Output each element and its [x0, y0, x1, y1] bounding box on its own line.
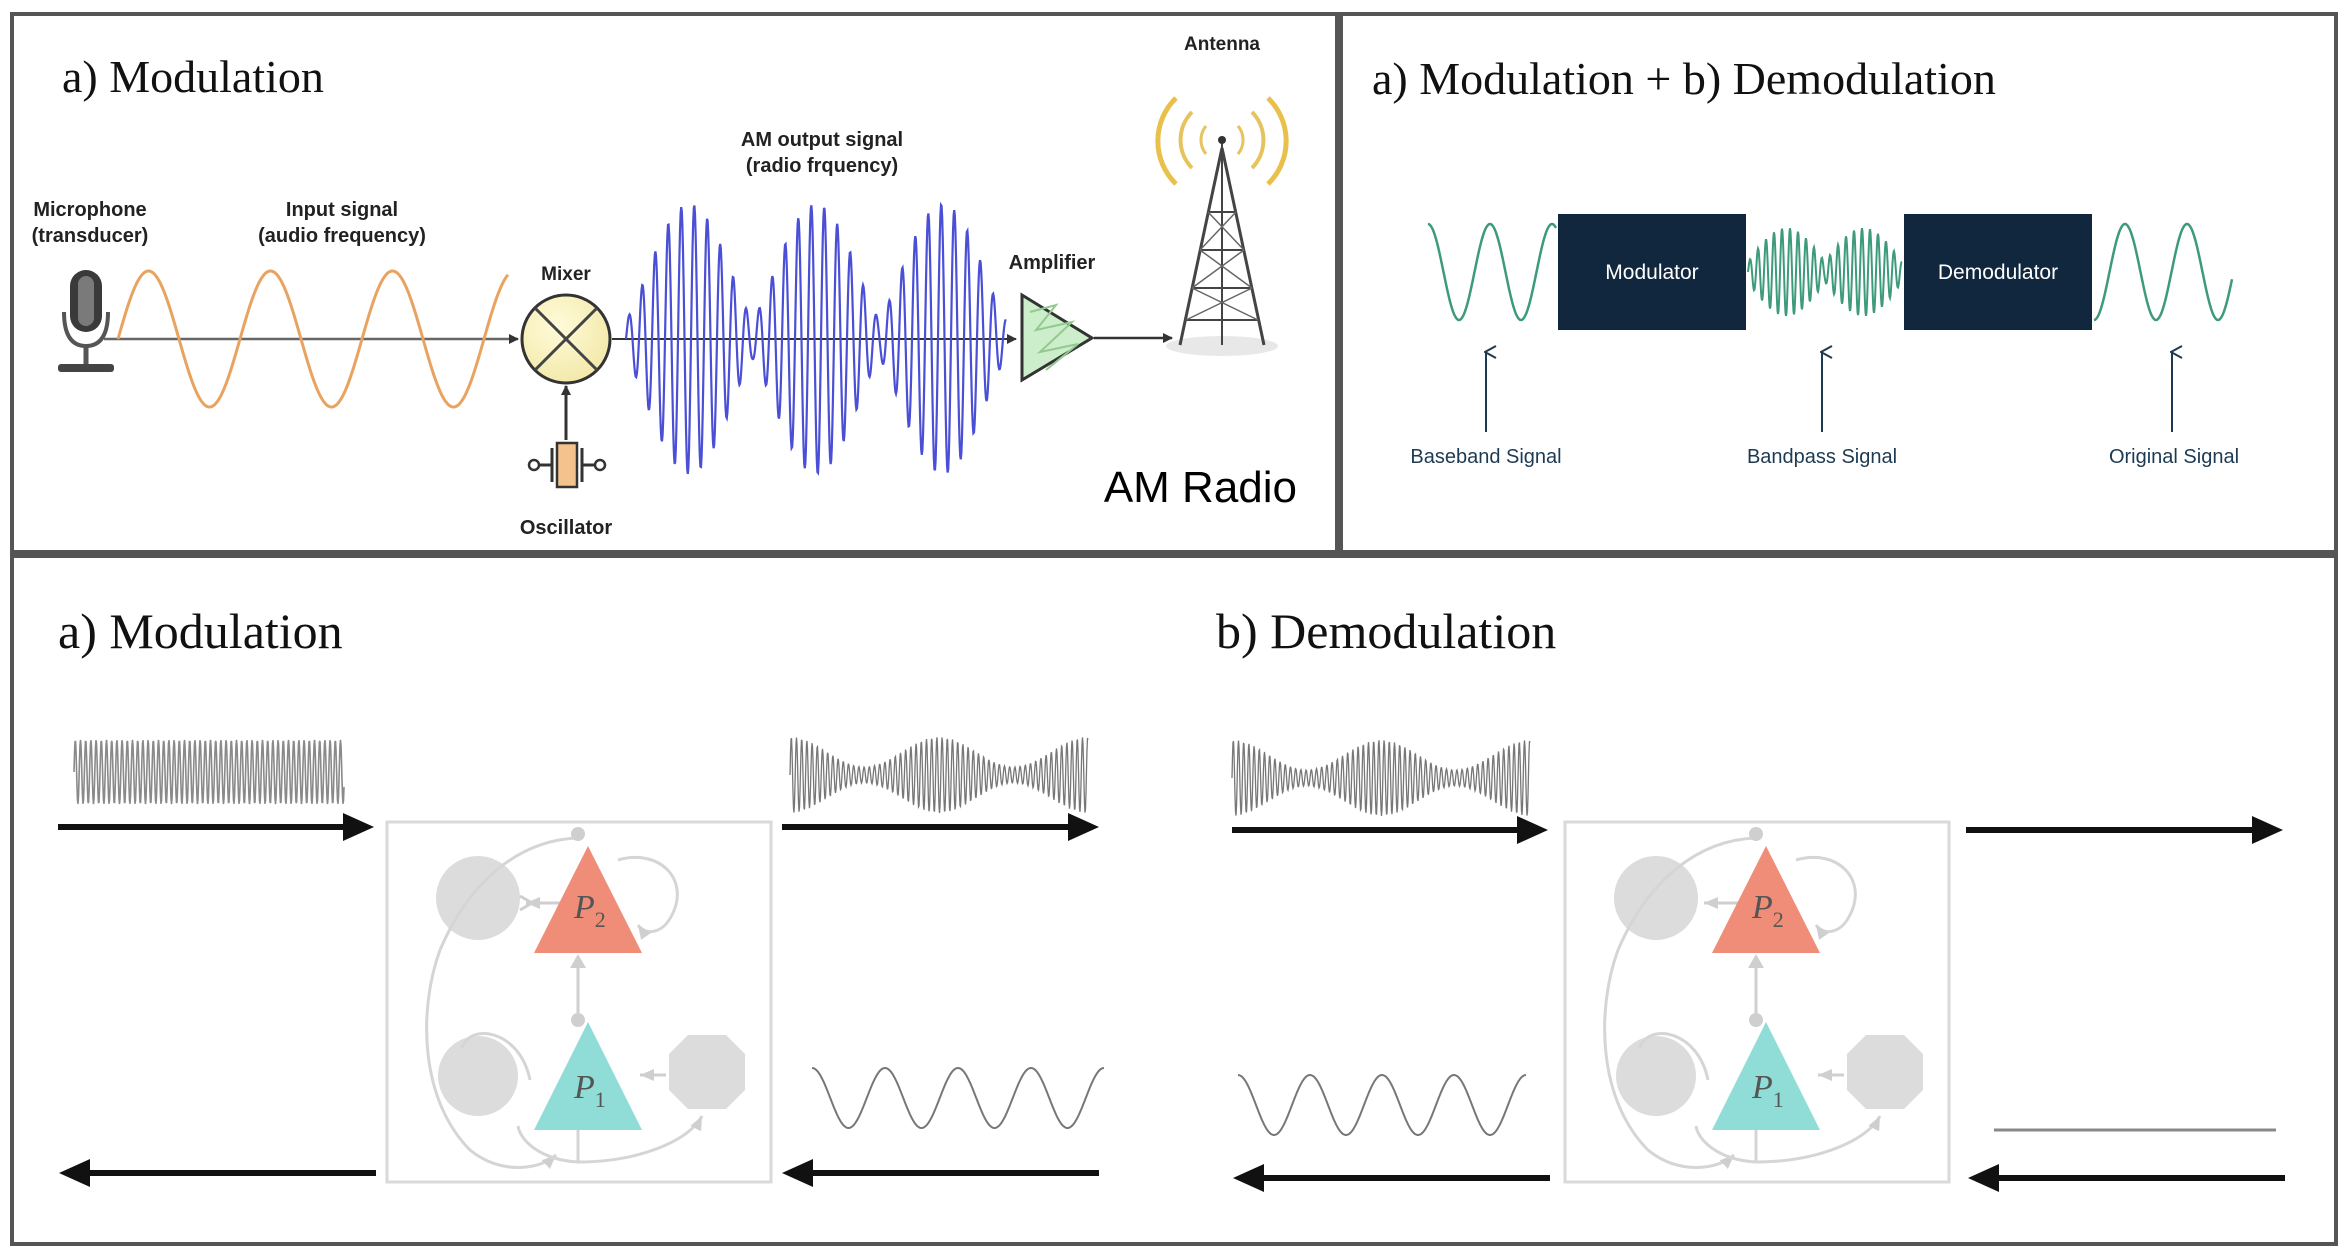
amplifier-icon — [1020, 292, 1095, 383]
mixer-icon — [520, 293, 612, 385]
circuit-left: P2 P1 — [385, 820, 773, 1184]
microphone-label: Microphone — [33, 199, 146, 221]
am-output-label: AM output signal — [741, 129, 903, 151]
arrow-left-bottom-in — [782, 1159, 1099, 1187]
panel-top-left-frame — [10, 12, 1339, 554]
panel-top-right-frame — [1339, 12, 2338, 554]
circuit-right-p1-label: P1 — [1751, 1069, 1784, 1112]
message-wave-output — [1237, 1073, 1527, 1137]
circuit-right-p2-triangle — [1712, 846, 1820, 953]
bandpass-label: Bandpass Signal — [1747, 446, 1897, 468]
circuit-left-node-top — [436, 856, 520, 940]
panel-bottom-left-title: a) Modulation — [58, 603, 343, 659]
circuit-left-p1-label: P1 — [573, 1069, 606, 1112]
circuit-right-node-top — [1614, 856, 1698, 940]
bandpass-wave — [1747, 227, 1903, 317]
mixer-label: Mixer — [541, 264, 591, 285]
circuit-right-octagon — [1847, 1035, 1923, 1109]
arrow-left-top-out — [782, 813, 1099, 841]
circuit-left-p2-triangle — [534, 846, 642, 953]
microphone-sublabel: (transducer) — [32, 225, 149, 247]
arrow-right-bottom-out — [1233, 1164, 1550, 1192]
flow-arrows — [58, 813, 2285, 1192]
microphone-icon — [58, 270, 114, 372]
antenna-label: Antenna — [1184, 34, 1260, 55]
arrow-right-top-in — [1232, 816, 1548, 844]
am-output-sublabel: (radio frquency) — [746, 155, 898, 177]
circuit-right-node-bottom — [1616, 1036, 1696, 1116]
am-radio-label: AM Radio — [1104, 463, 1297, 512]
modulator-label: Modulator — [1605, 261, 1698, 284]
circuit-right: P2 P1 — [1563, 820, 1951, 1184]
circuit-right-p1-triangle — [1712, 1022, 1820, 1130]
carrier-wave-input — [73, 739, 345, 805]
input-signal-sublabel: (audio frequency) — [258, 225, 426, 247]
am-wave-output — [789, 737, 1089, 814]
circuit-left-p1-triangle — [534, 1022, 642, 1130]
panel-bottom-frame — [10, 554, 2338, 1246]
circuit-left-node-bottom — [438, 1036, 518, 1116]
arrow-right-top-out — [1966, 816, 2283, 844]
panel-top-right-title: a) Modulation + b) Demodulation — [1372, 53, 1996, 104]
baseband-label: Baseband Signal — [1410, 446, 1561, 468]
arrow-left-top-in — [58, 813, 374, 841]
circuit-right-p2-label: P2 — [1751, 889, 1784, 932]
original-label: Original Signal — [2109, 446, 2239, 468]
am-wave-input — [1231, 740, 1531, 817]
panel-bottom-right-title: b) Demodulation — [1216, 603, 1556, 659]
circuit-left-octagon — [669, 1035, 745, 1109]
modulator-block — [1558, 214, 1746, 330]
baseband-wave — [1427, 222, 1558, 322]
arrow-right-bottom-in — [1968, 1164, 2285, 1192]
input-signal-label: Input signal — [286, 199, 398, 221]
oscillator-label: Oscillator — [520, 517, 612, 539]
demodulator-label: Demodulator — [1938, 261, 2058, 284]
demodulator-block — [1904, 214, 2092, 330]
circuit-left-p2-label: P2 — [573, 889, 606, 932]
oscillator-crystal-icon — [527, 441, 607, 489]
antenna-icon — [1155, 96, 1289, 356]
message-wave-input — [811, 1066, 1105, 1129]
audio-input-wave — [116, 269, 510, 409]
original-wave — [2093, 222, 2234, 322]
panel-top-left-title: a) Modulation — [62, 51, 324, 102]
am-output-wave — [624, 201, 1007, 476]
amplifier-label: Amplifier — [1009, 252, 1096, 274]
arrow-left-bottom-out — [59, 1159, 376, 1187]
